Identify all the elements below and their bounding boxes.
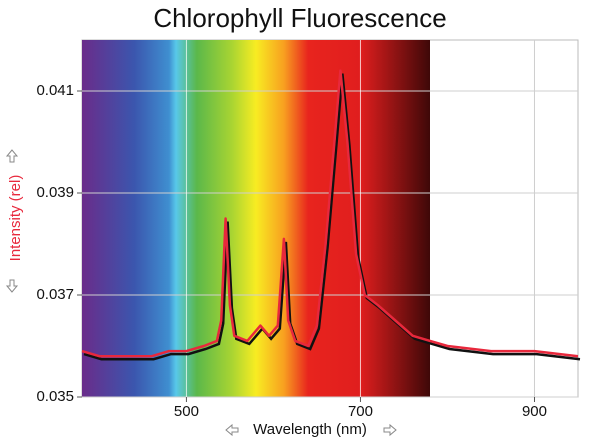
x-tick-label: 700 [348, 403, 373, 420]
data-line [81, 69, 579, 358]
x-tick-label: 500 [174, 403, 199, 420]
arrow-icon [383, 423, 397, 437]
chart-title: Chlorophyll Fluorescence [153, 3, 446, 33]
spectrum-background [82, 40, 430, 397]
y-tick-label: 0.041 [36, 82, 74, 99]
arrow-icon [225, 423, 239, 437]
y-tick-label: 0.035 [36, 388, 74, 405]
arrow-icon [5, 279, 19, 293]
arrow-icon [5, 149, 19, 163]
y-tick-label: 0.039 [36, 184, 74, 201]
y-axis-label: Intensity (rel) [7, 175, 24, 262]
y-tick-label: 0.037 [36, 286, 74, 303]
x-axis-label: Wavelength (nm) [253, 421, 367, 438]
x-tick-label: 900 [522, 403, 547, 420]
